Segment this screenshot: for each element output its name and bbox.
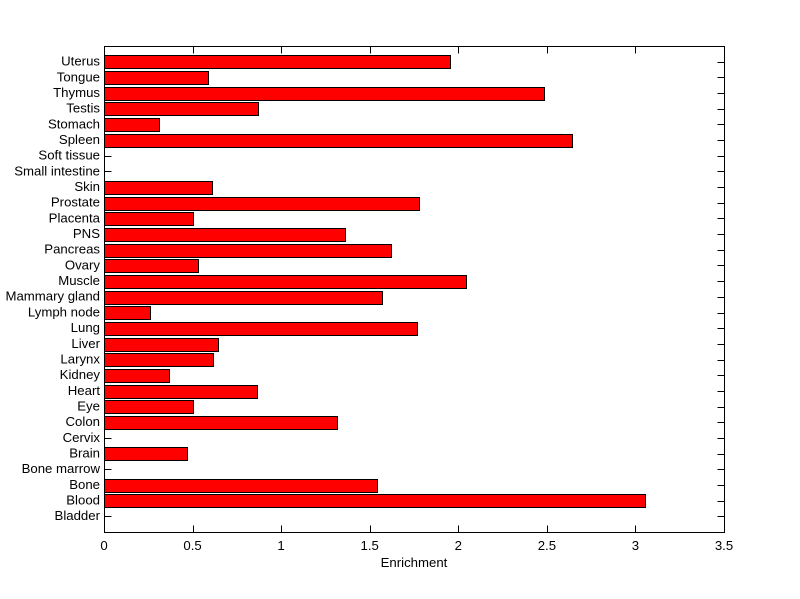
- svg-text:Lung: Lung: [71, 320, 100, 335]
- svg-text:1.5: 1.5: [361, 538, 379, 553]
- svg-text:3.5: 3.5: [715, 538, 733, 553]
- svg-text:PNS: PNS: [73, 226, 100, 241]
- svg-text:Ovary: Ovary: [65, 257, 101, 272]
- svg-text:Bone: Bone: [69, 477, 100, 492]
- svg-text:Heart: Heart: [68, 383, 101, 398]
- svg-text:Larynx: Larynx: [60, 351, 100, 366]
- svg-text:Cervix: Cervix: [63, 430, 101, 445]
- svg-text:Eye: Eye: [77, 399, 100, 414]
- svg-text:Enrichment: Enrichment: [381, 555, 448, 570]
- svg-text:Testis: Testis: [66, 101, 100, 116]
- svg-text:Tongue: Tongue: [57, 69, 100, 84]
- svg-text:Skin: Skin: [74, 179, 100, 194]
- svg-text:0.5: 0.5: [183, 538, 201, 553]
- svg-text:Placenta: Placenta: [49, 210, 101, 225]
- svg-text:0: 0: [100, 538, 107, 553]
- svg-text:Kidney: Kidney: [60, 367, 101, 382]
- svg-text:Colon: Colon: [66, 414, 100, 429]
- svg-text:Bone marrow: Bone marrow: [22, 461, 101, 476]
- svg-text:Thymus: Thymus: [53, 85, 100, 100]
- svg-text:Bladder: Bladder: [55, 508, 101, 523]
- svg-text:Muscle: Muscle: [58, 273, 100, 288]
- svg-text:Blood: Blood: [66, 493, 100, 508]
- svg-text:Lymph node: Lymph node: [28, 304, 100, 319]
- svg-text:Brain: Brain: [69, 446, 100, 461]
- svg-text:Uterus: Uterus: [61, 54, 100, 69]
- svg-text:3: 3: [632, 538, 639, 553]
- svg-text:Mammary gland: Mammary gland: [5, 289, 100, 304]
- svg-text:Soft tissue: Soft tissue: [38, 148, 100, 163]
- svg-text:Spleen: Spleen: [59, 132, 100, 147]
- svg-text:Liver: Liver: [71, 336, 100, 351]
- svg-text:Stomach: Stomach: [48, 116, 100, 131]
- svg-text:Small intestine: Small intestine: [14, 163, 100, 178]
- svg-text:2.5: 2.5: [538, 538, 556, 553]
- svg-text:1: 1: [277, 538, 284, 553]
- svg-text:Pancreas: Pancreas: [44, 242, 100, 257]
- svg-text:2: 2: [455, 538, 462, 553]
- svg-text:Prostate: Prostate: [51, 195, 100, 210]
